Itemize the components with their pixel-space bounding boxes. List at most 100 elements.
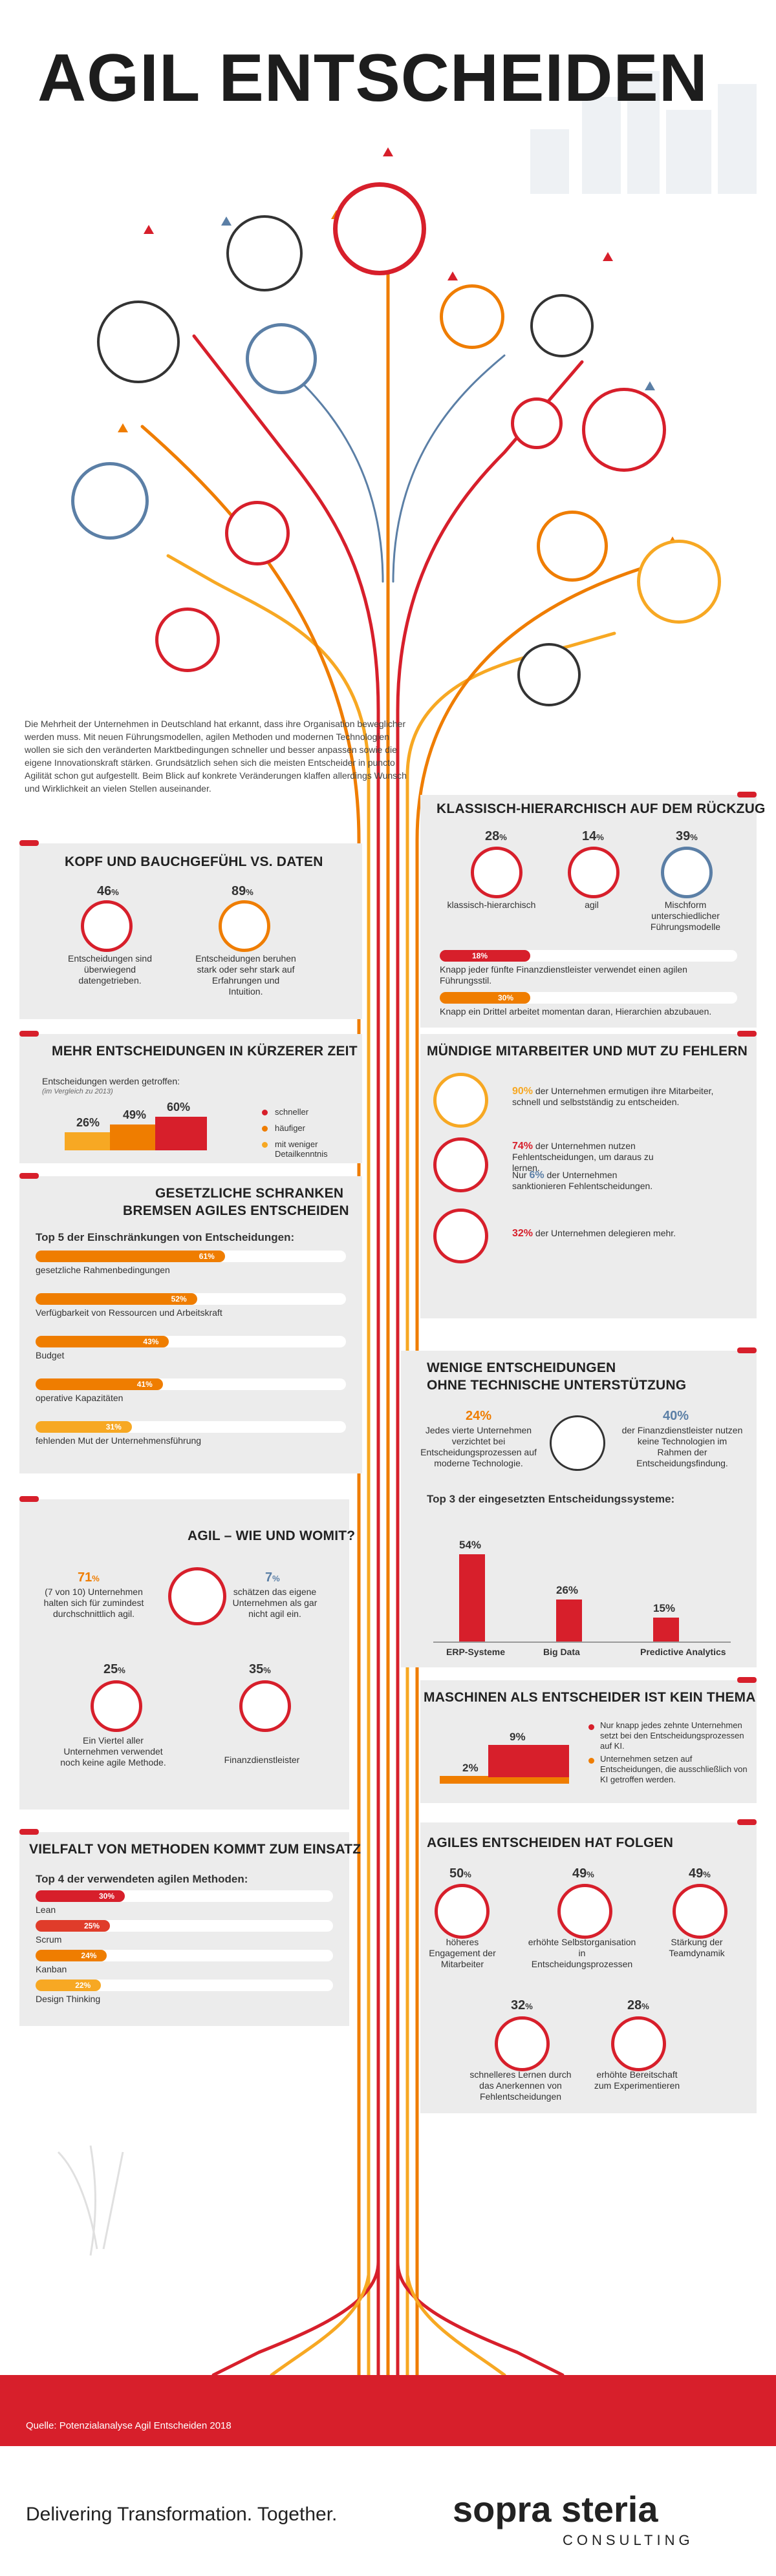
legend-label: häufiger [275, 1123, 305, 1133]
stat-label: agil [585, 900, 599, 910]
bar-fill [36, 1421, 132, 1433]
bar-value: 43% [143, 1337, 159, 1346]
stat-label: klassisch-hierarchisch [447, 900, 536, 910]
bar-value: 49% [123, 1108, 147, 1121]
graduation-icon [155, 607, 220, 672]
bar-fill [36, 1251, 225, 1262]
person-target-icon [511, 397, 563, 449]
panel-accent [737, 1819, 757, 1825]
stat-text: 32% der Unternehmen delegieren mehr. [512, 1228, 676, 1239]
step-value: 9% [510, 1731, 526, 1743]
stat-label: erhöhte Bereitschaft zum Experimentieren [594, 2069, 680, 2091]
column-label: ERP-Systeme [446, 1647, 506, 1657]
bar-value: 22% [75, 1981, 91, 1990]
stat-label: Finanzdienstleister [224, 1755, 300, 1765]
hierarchy-icon [471, 847, 523, 898]
stat-label: Entscheidungen beruhen stark oder sehr s… [195, 953, 296, 997]
chart-note: (im Vergleich zu 2013) [42, 1088, 113, 1095]
money-hand-icon [239, 1680, 291, 1732]
column-value: 15% [653, 1601, 676, 1614]
stat-percent: 32% [511, 1998, 533, 2012]
bar-value: 31% [105, 1422, 122, 1431]
bar-fill [36, 1920, 110, 1932]
chart-subtitle: Top 4 der verwendeten agilen Methoden: [36, 1873, 248, 1885]
bar-fill [36, 1293, 197, 1305]
step-top [488, 1745, 569, 1777]
column-bar [556, 1599, 582, 1642]
bar-fill [36, 1378, 163, 1390]
panel-klassisch [420, 795, 757, 1028]
bar-label: Verfügbarkeit von Ressourcen und Arbeits… [36, 1307, 222, 1318]
bar-26 [65, 1132, 116, 1150]
stat-percent: 6% [529, 1170, 544, 1181]
stat-percent: 71% [78, 1570, 100, 1585]
bar-fill [440, 992, 530, 1004]
stat-percent: 14% [582, 829, 604, 843]
bar-fill [36, 1980, 102, 1991]
bar-label: Kanban [36, 1964, 67, 1974]
bar-label: Design Thinking [36, 1994, 101, 2004]
bar-label: gesetzliche Rahmenbedingungen [36, 1265, 170, 1275]
panel-title: AGIL – WIE UND WOMIT? [188, 1528, 356, 1543]
step-chart-maschinen: 2% 9% [440, 1731, 569, 1784]
bar-value: 25% [84, 1921, 100, 1930]
panel-title: KOPF UND BAUCHGEFÜHL VS. DATEN [65, 854, 323, 869]
stat-percent: 39% [676, 829, 698, 843]
stat-percent: 74% [512, 1141, 534, 1152]
stat-percent: 89% [232, 884, 253, 898]
panel-title: KLASSISCH-HIERARCHISCH AUF DEM RÜCKZUG [436, 801, 766, 816]
bar-value: 18% [472, 951, 488, 960]
legend-dot [262, 1142, 268, 1148]
panel-title: MÜNDIGE MITARBEITER UND MUT ZU FEHLERN [427, 1044, 748, 1059]
legend-label: schneller [275, 1107, 309, 1117]
panel-accent [737, 1031, 757, 1037]
chip-icon [97, 301, 180, 383]
agile-cycle-icon [568, 847, 620, 898]
server-icon [537, 511, 608, 582]
stat-percent: 28% [627, 1998, 649, 2012]
panel-accent [737, 792, 757, 797]
panel-accent [19, 1173, 39, 1179]
agile-cycle-icon [71, 462, 149, 540]
stat-percent: 49% [572, 1866, 594, 1881]
stat-label: Entscheidungen sind überwiegend datenget… [68, 953, 152, 986]
bar-bg [36, 1950, 333, 1961]
stat-label: der Finanzdienstleister nutzen keine Tec… [621, 1425, 743, 1468]
column-chart-wenige: 54% ERP-Systeme 26% Big Data 15% Predictive A… [420, 1512, 744, 1661]
bar-label: operative Kapazitäten [36, 1393, 124, 1403]
legend-dot [588, 1758, 594, 1764]
stat-label: höheres Engagement der Mitarbeiter [429, 1937, 496, 1969]
stat-percent: 49% [689, 1866, 711, 1881]
handshake-icon [435, 1884, 490, 1939]
stat-label: Stärkung der Teamdynamik [669, 1937, 725, 1958]
factory-icon [91, 1680, 142, 1732]
stat-label: schnelleres Lernen durch das Anerkennen … [469, 2069, 572, 2102]
stat-percent: 28% [485, 829, 507, 843]
network-icon [661, 847, 713, 898]
bar-value: 52% [171, 1294, 187, 1304]
stat-percent: 32% [512, 1228, 534, 1239]
chart-subtitle: Top 5 der Einschränkungen von Entscheidu… [36, 1231, 295, 1243]
bar-value: 61% [199, 1252, 215, 1261]
legend-dot [588, 1724, 594, 1730]
legend-dot [262, 1126, 268, 1132]
column-bar [653, 1617, 679, 1642]
bar-bg [36, 1920, 333, 1932]
self-org-icon [557, 1884, 612, 1939]
server-icon [517, 643, 581, 706]
bar-60 [155, 1117, 207, 1150]
bar-label: Lean [36, 1905, 56, 1915]
panel-folgen [420, 1822, 757, 2113]
panel-title: GESETZLICHE SCHRANKEN [155, 1186, 344, 1201]
move-arrows-icon [246, 323, 317, 394]
lightbulb-icon [637, 540, 721, 624]
company-logo: sopra steria [453, 2489, 658, 2529]
bar-label: Knapp ein Drittel arbeitet momentan dara… [440, 1006, 712, 1017]
panel-accent [737, 1677, 757, 1683]
stat-text: 74% der Unternehmen nutzen Fehlentscheid… [512, 1141, 654, 1173]
bar-label: fehlenden Mut der Unternehmensführung [36, 1435, 202, 1446]
stat-percent: 40% [663, 1409, 689, 1423]
money-hand-icon [333, 182, 426, 275]
panel-title: WENIGE ENTSCHEIDUNGEN [427, 1360, 616, 1375]
chart-subtitle: Top 3 der eingesetzten Entscheidungssyst… [427, 1493, 675, 1505]
